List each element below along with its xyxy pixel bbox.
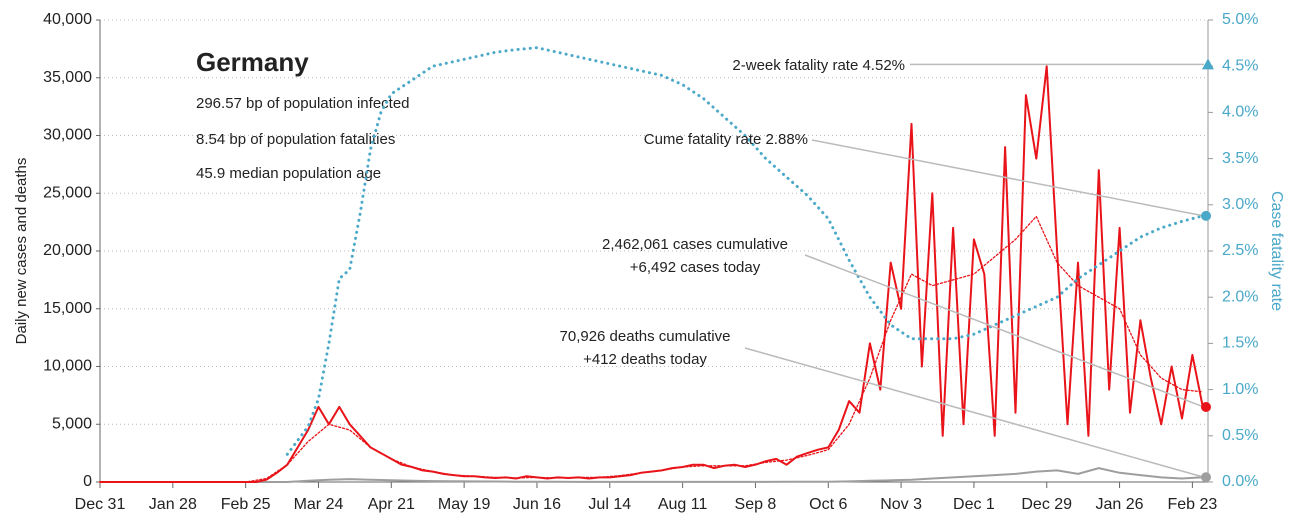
y-tick-label: 10,000 <box>43 358 92 375</box>
subtitle: 45.9 median population age <box>196 165 381 182</box>
y2-tick-label: 3.0% <box>1222 196 1258 213</box>
marker <box>1202 58 1214 70</box>
y2-tick-label: 2.5% <box>1222 242 1258 259</box>
x-tick-label: Feb 25 <box>221 496 271 513</box>
marker <box>1201 210 1211 221</box>
y-tick-label: 30,000 <box>43 127 92 144</box>
annotation: 2,462,061 cases cumulative <box>602 236 788 253</box>
annotation: +412 deaths today <box>583 351 707 368</box>
y-tick-label: 20,000 <box>43 242 92 259</box>
y2-tick-label: 2.0% <box>1222 288 1258 305</box>
x-tick-label: Jan 26 <box>1096 496 1144 513</box>
annotation: Cume fatality rate 2.88% <box>644 131 808 148</box>
y2-tick-label: 4.5% <box>1222 57 1258 74</box>
series-line <box>99 467 1204 483</box>
x-tick-label: Sep 8 <box>735 496 777 513</box>
x-tick-label: Mar 24 <box>294 496 344 513</box>
leader-line <box>804 254 1205 408</box>
y2-tick-label: 1.0% <box>1222 381 1258 398</box>
leader-line <box>811 139 1205 217</box>
y-tick-label: 25,000 <box>43 184 92 201</box>
x-tick-label: Nov 3 <box>880 496 922 513</box>
x-tick-label: Dec 1 <box>953 496 995 513</box>
x-tick-label: Jul 14 <box>588 496 631 513</box>
marker <box>1201 472 1211 483</box>
x-tick-label: Jun 16 <box>513 496 561 513</box>
marker <box>1201 402 1211 413</box>
y2-tick-label: 1.5% <box>1222 335 1258 352</box>
leader-line <box>744 347 1205 478</box>
y-tick-label: 0 <box>83 473 92 490</box>
x-tick-label: Aug 11 <box>658 496 708 513</box>
y2-tick-label: 5.0% <box>1222 11 1258 28</box>
y2-tick-label: 3.5% <box>1222 150 1258 167</box>
y-tick-label: 15,000 <box>43 300 92 317</box>
x-tick-label: Dec 31 <box>75 496 126 513</box>
y-tick-label: 40,000 <box>43 11 92 28</box>
subtitle: 8.54 bp of population fatalities <box>196 131 395 148</box>
y-tick-label: 35,000 <box>43 69 92 86</box>
annotation: 70,926 deaths cumulative <box>560 328 731 345</box>
x-tick-label: Feb 23 <box>1167 496 1217 513</box>
y2-tick-label: 0.5% <box>1222 427 1258 444</box>
x-tick-label: Oct 6 <box>809 496 847 513</box>
y-axis-label: Daily new cases and deaths <box>13 158 30 345</box>
y2-tick-label: 4.0% <box>1222 104 1258 121</box>
annotation: 2-week fatality rate 4.52% <box>732 57 905 74</box>
x-tick-label: Apr 21 <box>368 496 415 513</box>
y-tick-label: 5,000 <box>52 415 92 432</box>
subtitle: 296.57 bp of population infected <box>196 95 410 112</box>
x-tick-label: Dec 29 <box>1021 496 1072 513</box>
y2-tick-label: 0.0% <box>1222 473 1258 490</box>
chart-title: Germany <box>196 47 309 77</box>
y2-axis-label: Case fatality rate <box>1268 191 1285 311</box>
series-line <box>99 215 1204 483</box>
x-tick-label: Jan 28 <box>149 496 197 513</box>
x-tick-label: May 19 <box>438 496 491 513</box>
series-line <box>285 46 1205 456</box>
annotation: +6,492 cases today <box>630 259 761 276</box>
